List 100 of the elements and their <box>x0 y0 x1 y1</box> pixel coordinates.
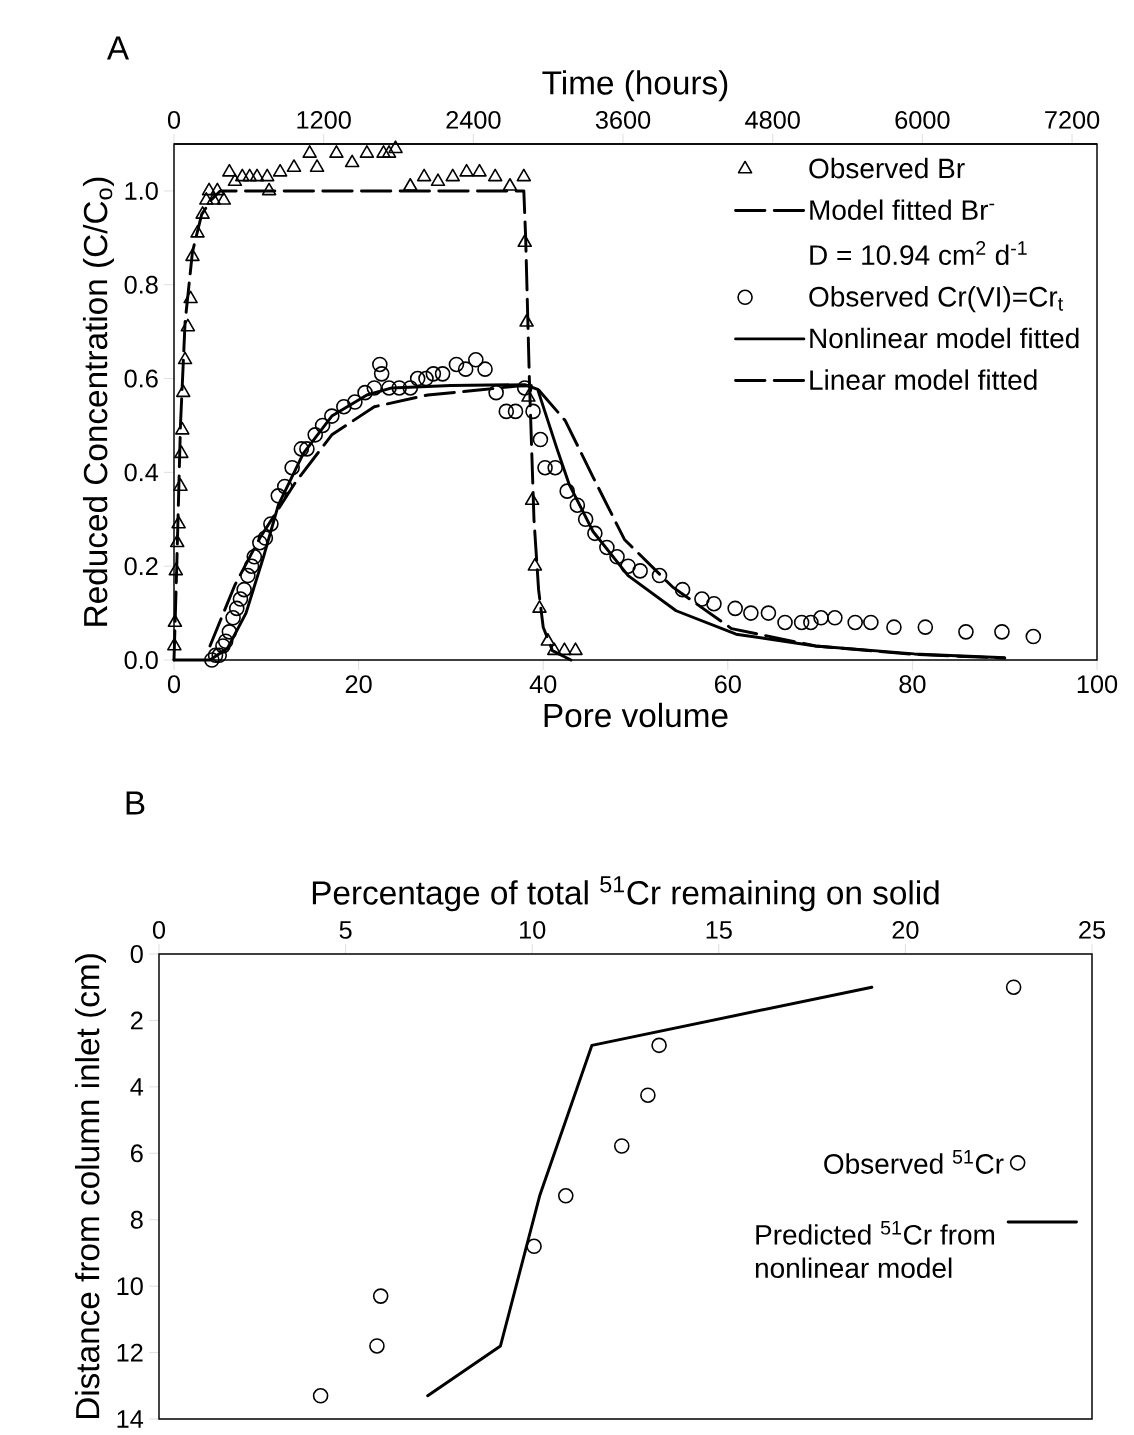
point <box>329 145 344 158</box>
x-tick-label: 10 <box>520 920 546 939</box>
legend-label: Observed $^{51}$Cr <box>824 1150 1004 1174</box>
legend-label: Model fitted Br$^{-}$ <box>810 199 995 220</box>
y-tick-label: 0 <box>130 945 143 963</box>
point <box>472 163 487 177</box>
y-axis-title: Distance from column inlet (cm) <box>74 954 107 1419</box>
point <box>175 421 190 435</box>
point <box>169 534 185 548</box>
point <box>286 159 302 173</box>
point <box>459 163 474 177</box>
x2-tick-label: 4800 <box>745 110 800 129</box>
point <box>173 478 188 491</box>
point <box>183 290 198 304</box>
x2-axis-title: Time (hours) <box>542 70 728 102</box>
x-tick-label: 0 <box>167 675 181 694</box>
x-tick-label: 25 <box>1079 920 1106 939</box>
point <box>309 159 325 173</box>
y-tick-label: 0.4 <box>124 463 159 482</box>
point <box>526 1238 542 1255</box>
point <box>416 168 432 182</box>
y-tick-label: 14 <box>117 1410 144 1428</box>
point <box>206 192 221 205</box>
point <box>272 163 288 177</box>
x-tick-label: 5 <box>339 921 352 939</box>
point <box>359 145 375 158</box>
point <box>376 145 391 158</box>
point <box>222 163 237 177</box>
point <box>430 173 446 187</box>
y-tick-label: 10 <box>117 1277 143 1296</box>
x2-tick-label: 1200 <box>297 110 351 129</box>
y-tick-label: 0.6 <box>124 369 158 388</box>
point <box>519 313 534 327</box>
point <box>516 168 532 182</box>
point <box>261 182 277 196</box>
y-tick-label: 6 <box>131 1144 143 1163</box>
point <box>527 557 543 571</box>
point <box>540 632 556 646</box>
point <box>388 140 403 154</box>
point <box>235 168 250 182</box>
point <box>185 248 200 262</box>
point <box>369 1338 385 1354</box>
point <box>381 145 397 158</box>
y-tick-label: 4 <box>130 1078 144 1096</box>
point <box>195 206 210 219</box>
point <box>524 492 540 506</box>
point <box>344 154 360 168</box>
point <box>517 234 533 248</box>
point <box>201 182 217 196</box>
x2-tick-label: 2400 <box>446 110 501 129</box>
x2-tick-label: 7200 <box>1045 110 1100 129</box>
point <box>557 642 572 656</box>
point <box>167 614 183 628</box>
point <box>175 384 191 398</box>
x-tick-label: 15 <box>706 921 732 939</box>
point <box>259 168 275 182</box>
point <box>168 562 184 576</box>
legend-label: Nonlinear model fitted <box>810 327 1079 349</box>
point <box>210 182 225 196</box>
y-tick-label: 0.2 <box>124 557 158 576</box>
x-tick-label: 100 <box>1077 675 1118 694</box>
y-tick-label: 0.0 <box>124 651 158 669</box>
point <box>227 173 243 187</box>
y-tick-label: 2 <box>131 1011 143 1030</box>
point <box>640 1087 656 1103</box>
point <box>242 168 257 182</box>
x-tick-label: 40 <box>529 675 557 694</box>
legend-label: Linear model fitted <box>810 369 1037 390</box>
x2-tick-label: 6000 <box>895 110 950 129</box>
point <box>502 177 518 191</box>
text: A <box>106 36 130 60</box>
x-tick-label: 20 <box>892 920 919 939</box>
point <box>613 1138 630 1154</box>
text: B <box>126 791 145 815</box>
point <box>199 192 214 205</box>
point <box>216 192 232 205</box>
point <box>372 1288 389 1304</box>
x2-tick-label: 3600 <box>595 110 651 129</box>
x-tick-label: 60 <box>714 675 741 694</box>
point <box>557 1188 574 1204</box>
point <box>167 637 182 651</box>
point <box>546 642 562 656</box>
x-tick-label: 20 <box>345 675 372 694</box>
point <box>1005 979 1022 996</box>
x2-tick-label: 0 <box>167 110 181 129</box>
point <box>445 168 461 182</box>
point <box>487 168 503 182</box>
point <box>312 1387 329 1404</box>
point <box>651 1037 667 1054</box>
point <box>403 177 418 191</box>
point <box>532 600 547 613</box>
point <box>171 515 186 529</box>
point <box>174 445 189 459</box>
y-tick-label: 12 <box>117 1343 143 1362</box>
point <box>180 318 196 332</box>
y-tick-label: 8 <box>130 1210 143 1229</box>
x-tick-label: 80 <box>899 675 926 694</box>
y-axis-title: Reduced Concentration (C/C$_{o}$) <box>82 177 114 626</box>
annotation: D = 10.94 cm$^{2}$ d$^{-1}$ <box>810 241 1027 266</box>
point <box>568 642 583 656</box>
